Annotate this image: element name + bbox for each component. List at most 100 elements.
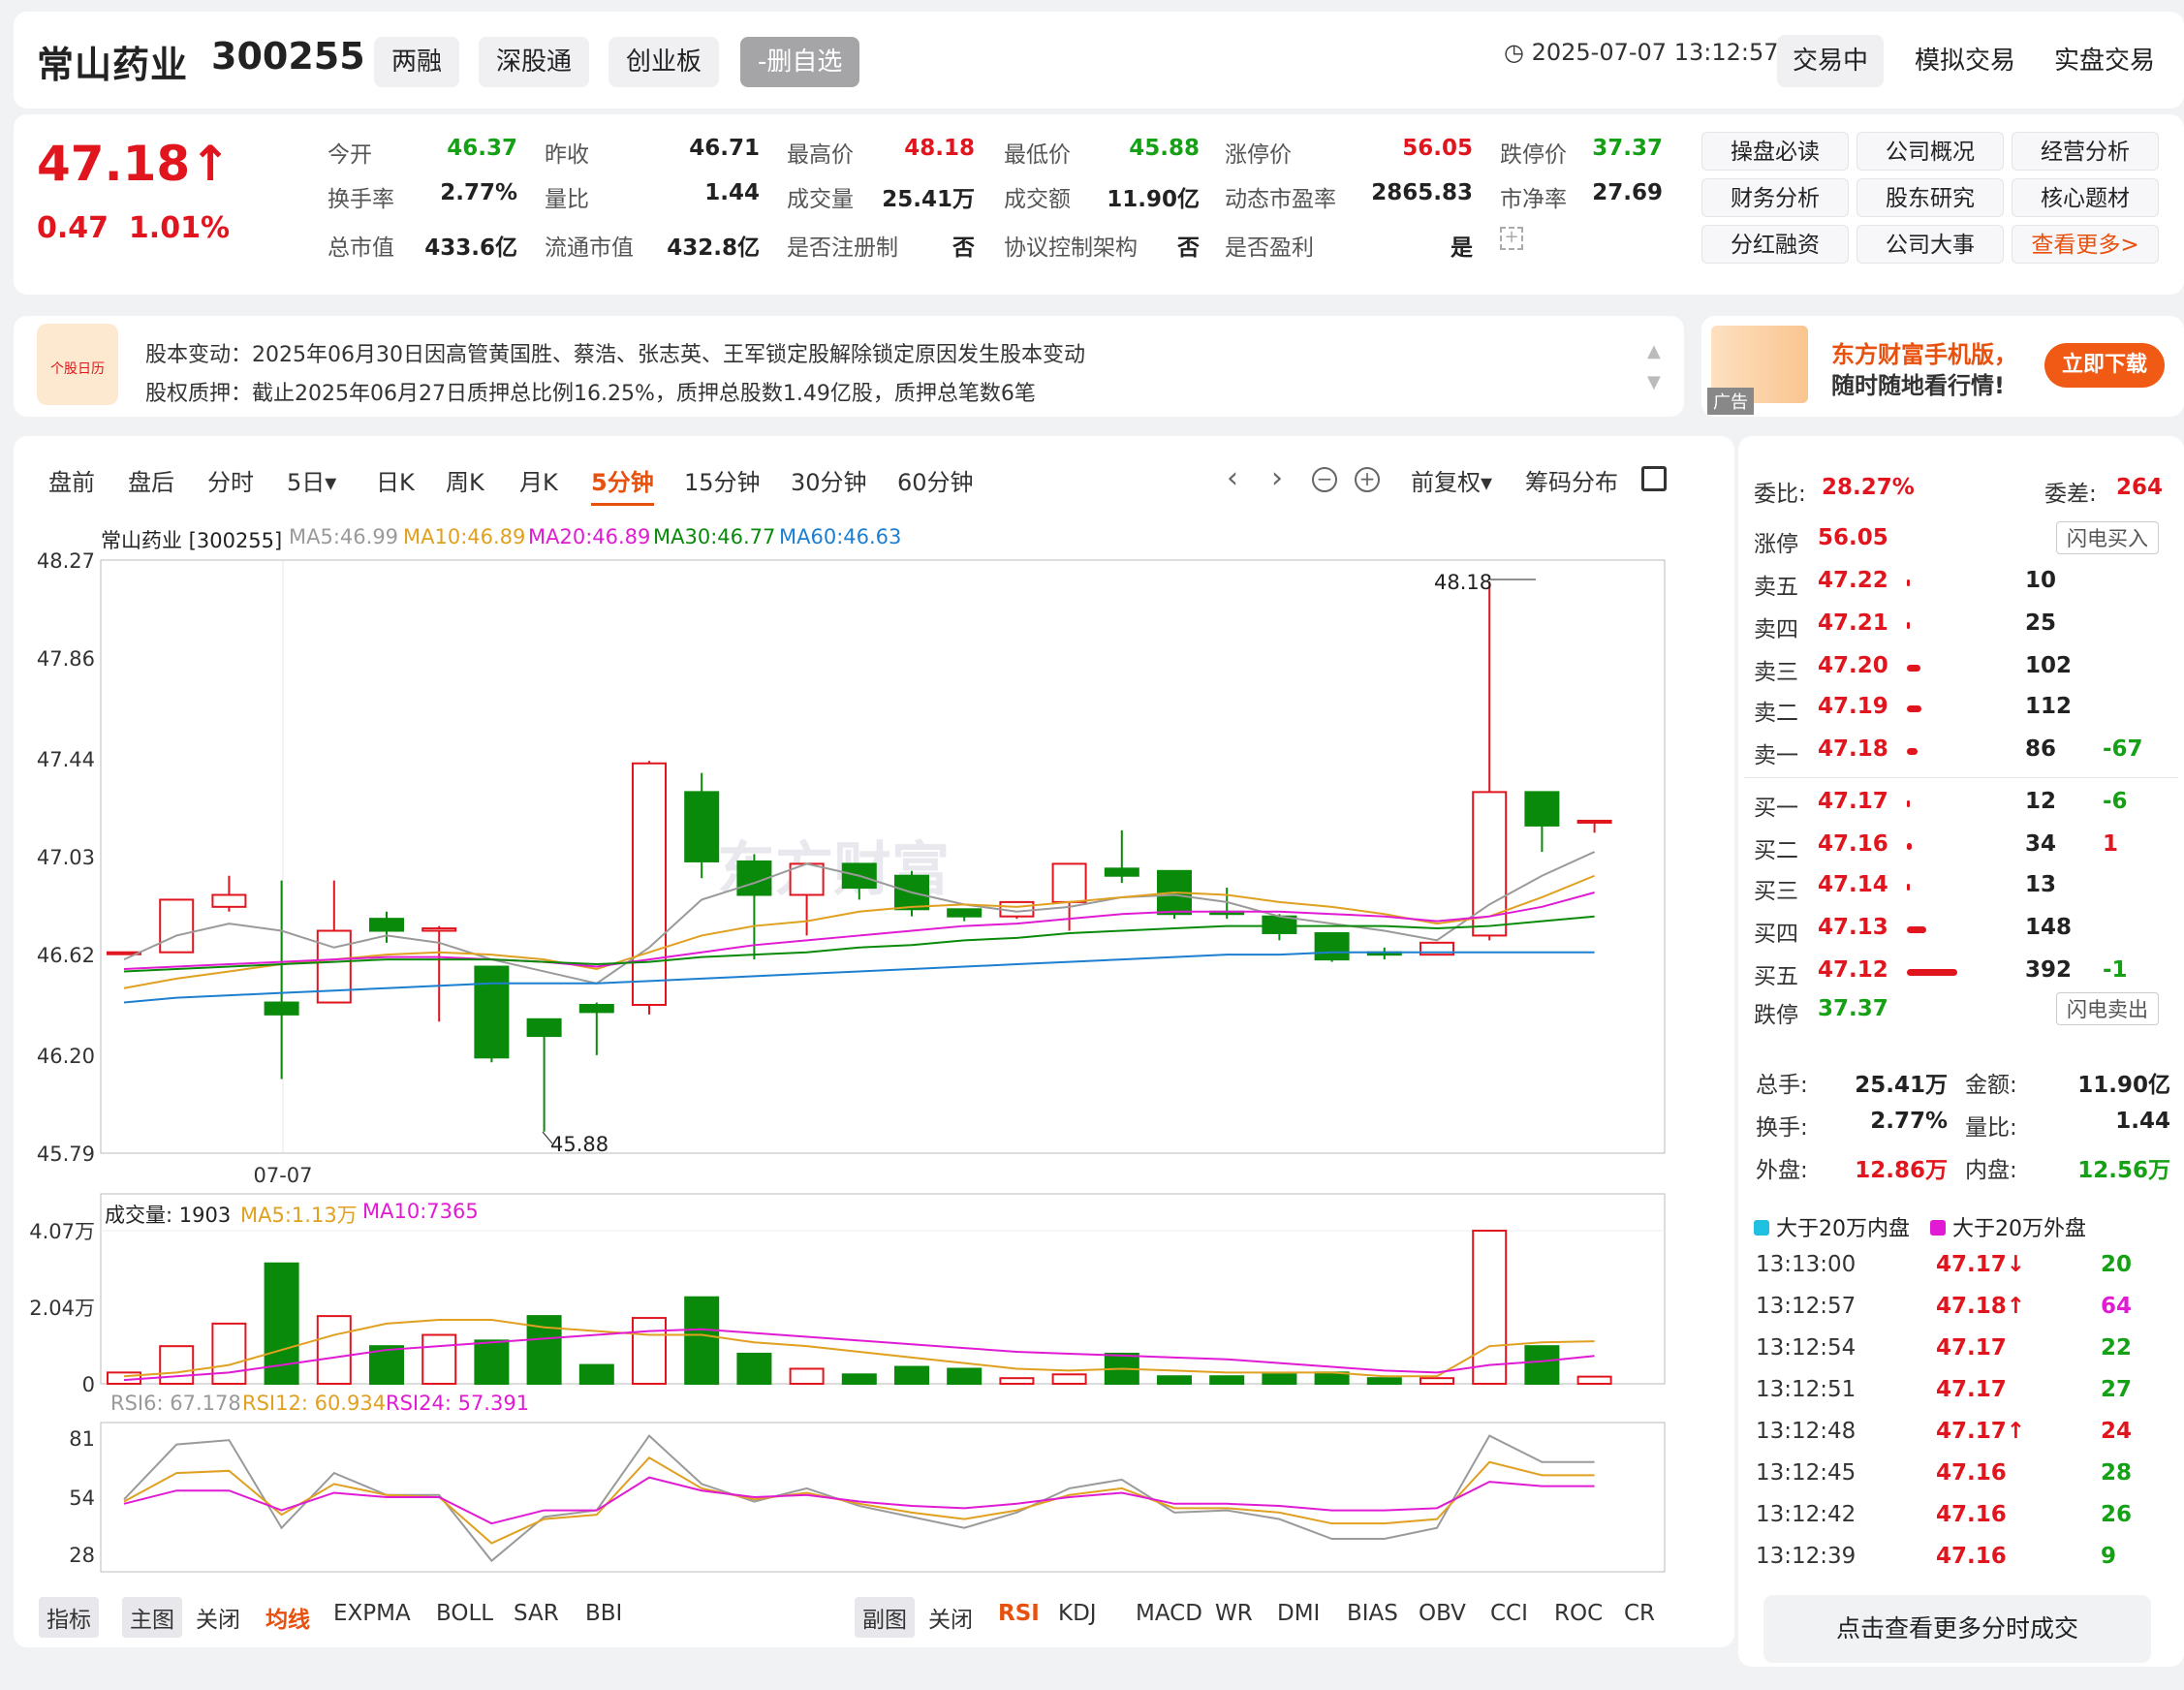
fullscreen-icon[interactable]: [1641, 466, 1667, 491]
quick-link-button[interactable]: 股东研究: [1856, 178, 2004, 217]
indicator-right-6[interactable]: DMI: [1277, 1601, 1321, 1626]
buys-price: 47.17: [1818, 789, 1888, 814]
ad-tag: 广告: [1707, 388, 1754, 415]
indicator-right-11[interactable]: CR: [1624, 1601, 1656, 1626]
tag-margin[interactable]: 两融: [374, 37, 460, 87]
y-tick-label: 47.44: [37, 748, 95, 771]
buys-volume: 148: [2025, 915, 2073, 940]
indicator-left-2[interactable]: 关闭: [196, 1608, 240, 1633]
limit-down-label: 跌停: [1754, 1003, 1798, 1028]
ma60-legend: MA60:46.63: [779, 525, 902, 548]
tab-2[interactable]: 分时: [207, 469, 254, 496]
tick-volume: 27: [2101, 1377, 2133, 1402]
summary-value: 11.90亿: [2077, 1073, 2170, 1098]
quote-value: 2865.83: [1371, 180, 1473, 205]
tag-chinext[interactable]: 创业板: [608, 37, 720, 87]
chip-distribution-button[interactable]: 筹码分布: [1525, 469, 1618, 496]
indicator-left-3[interactable]: 均线: [265, 1608, 310, 1633]
quick-link-button[interactable]: 核心题材: [2012, 178, 2159, 217]
remove-watchlist-button[interactable]: -删自选: [740, 37, 860, 87]
notice-line-1[interactable]: 股本变动：2025年06月30日因高管黄国胜、蔡浩、张志英、王军锁定股解除锁定原…: [145, 343, 1085, 367]
more-ticks-button[interactable]: 点击查看更多分时成交: [1763, 1595, 2151, 1663]
volume-bar: [1051, 1373, 1087, 1385]
tab-4[interactable]: 日K: [376, 469, 415, 496]
kline-chart[interactable]: 东方财富48.2747.8647.4447.0346.6246.2045.790…: [0, 0, 1734, 1589]
quick-link-button[interactable]: 查看更多>: [2012, 225, 2159, 264]
tab-8[interactable]: 15分钟: [684, 469, 761, 496]
tick-volume: 28: [2101, 1460, 2133, 1486]
tick-price: 47.16: [1936, 1544, 2007, 1569]
candle-body: [578, 1004, 614, 1014]
indicator-right-10[interactable]: ROC: [1554, 1601, 1604, 1626]
quick-link-button[interactable]: 公司概况: [1856, 132, 2004, 171]
prev-icon[interactable]: ‹: [1227, 461, 1238, 495]
real-trade-button[interactable]: 实盘交易: [2039, 35, 2171, 87]
volume-bar: [736, 1352, 772, 1385]
adjust-dropdown[interactable]: 前复权▾: [1411, 469, 1493, 496]
scroll-up-icon[interactable]: ▲: [1647, 341, 1661, 361]
quote-label: 最低价: [1004, 142, 1071, 168]
buys-delta: 1: [2103, 831, 2119, 857]
candle-body: [107, 951, 141, 955]
candle-body: [369, 918, 404, 932]
ad-banner[interactable]: 广告 东方财富手机版， 随时随地看行情! 立即下载: [1701, 316, 2184, 417]
indicator-left-5[interactable]: BOLL: [436, 1601, 494, 1626]
quick-link-button[interactable]: 分红融资: [1701, 225, 1849, 264]
indicator-right-8[interactable]: OBV: [1419, 1601, 1466, 1626]
calendar-label: 个股日历: [50, 361, 105, 377]
buys-label: 买三: [1754, 879, 1798, 904]
quick-link-button[interactable]: 经营分析: [2012, 132, 2159, 171]
sells-volume: 86: [2025, 736, 2057, 762]
candle-body: [211, 893, 247, 908]
tag-sz-connect[interactable]: 深股通: [479, 37, 590, 87]
notice-line-2[interactable]: 股权质押：截止2025年06月27日质押总比例16.25%，质押总股数1.49亿…: [145, 382, 1036, 406]
indicator-left-7[interactable]: BBI: [585, 1601, 623, 1626]
indicator-right-4[interactable]: MACD: [1136, 1601, 1202, 1626]
tab-0[interactable]: 盘前: [48, 469, 95, 496]
volume-legend: 成交量: 1903: [105, 1204, 232, 1227]
tick-volume: 20: [2101, 1252, 2133, 1277]
clock: ◷ 2025-07-07 13:12:57: [1504, 39, 1779, 66]
volume-y-tick: 0: [82, 1373, 95, 1396]
indicator-right-9[interactable]: CCI: [1490, 1601, 1528, 1626]
ma10-legend: MA10:46.89: [403, 525, 526, 548]
indicator-right-5[interactable]: WR: [1215, 1601, 1253, 1626]
sells-price: 47.21: [1818, 610, 1888, 636]
next-icon[interactable]: ›: [1271, 461, 1283, 495]
expand-icon[interactable]: +: [1500, 227, 1523, 250]
quote-value: 11.90亿: [1107, 187, 1200, 212]
sim-trade-button[interactable]: 模拟交易: [1899, 35, 2032, 87]
quick-link-button[interactable]: 公司大事: [1856, 225, 2004, 264]
quick-link-button[interactable]: 财务分析: [1701, 178, 1849, 217]
tick-time: 13:12:57: [1756, 1294, 1856, 1319]
tab-10[interactable]: 60分钟: [897, 469, 974, 496]
tab-1[interactable]: 盘后: [128, 469, 174, 496]
buys-label: 买一: [1754, 796, 1798, 821]
indicator-left-6[interactable]: SAR: [514, 1601, 559, 1626]
zoom-out-icon[interactable]: −: [1312, 467, 1337, 492]
quick-link-button[interactable]: 操盘必读: [1701, 132, 1849, 171]
tab-9[interactable]: 30分钟: [791, 469, 867, 496]
indicator-left-1: 主图: [122, 1597, 182, 1638]
flash-sell-button[interactable]: 闪电卖出: [2056, 992, 2159, 1025]
ma5-legend: MA5:46.99: [289, 525, 399, 548]
indicator-left-4[interactable]: EXPMA: [333, 1601, 411, 1626]
indicator-right-2[interactable]: RSI: [998, 1601, 1040, 1626]
flash-buy-button[interactable]: 闪电买入: [2056, 521, 2159, 554]
scroll-down-icon[interactable]: ▼: [1647, 372, 1661, 392]
tick-volume: 9: [2101, 1544, 2117, 1569]
zoom-in-icon[interactable]: +: [1355, 467, 1380, 492]
tab-3[interactable]: 5日▾: [287, 469, 337, 496]
indicator-right-1[interactable]: 关闭: [928, 1608, 973, 1633]
indicator-right-7[interactable]: BIAS: [1347, 1601, 1398, 1626]
trading-status-button[interactable]: 交易中: [1777, 35, 1885, 87]
rsi24-line: [123, 1476, 1595, 1525]
indicator-right-3[interactable]: KDJ: [1058, 1601, 1097, 1626]
ad-download-button[interactable]: 立即下载: [2044, 343, 2165, 388]
tab-5[interactable]: 周K: [446, 469, 484, 496]
tab-6[interactable]: 月K: [519, 469, 558, 496]
quote-label: 市净率: [1500, 187, 1567, 212]
tab-7[interactable]: 5分钟: [591, 463, 654, 506]
rsi-plot-frame: [100, 1422, 1666, 1573]
volume-bar: [421, 1333, 457, 1386]
